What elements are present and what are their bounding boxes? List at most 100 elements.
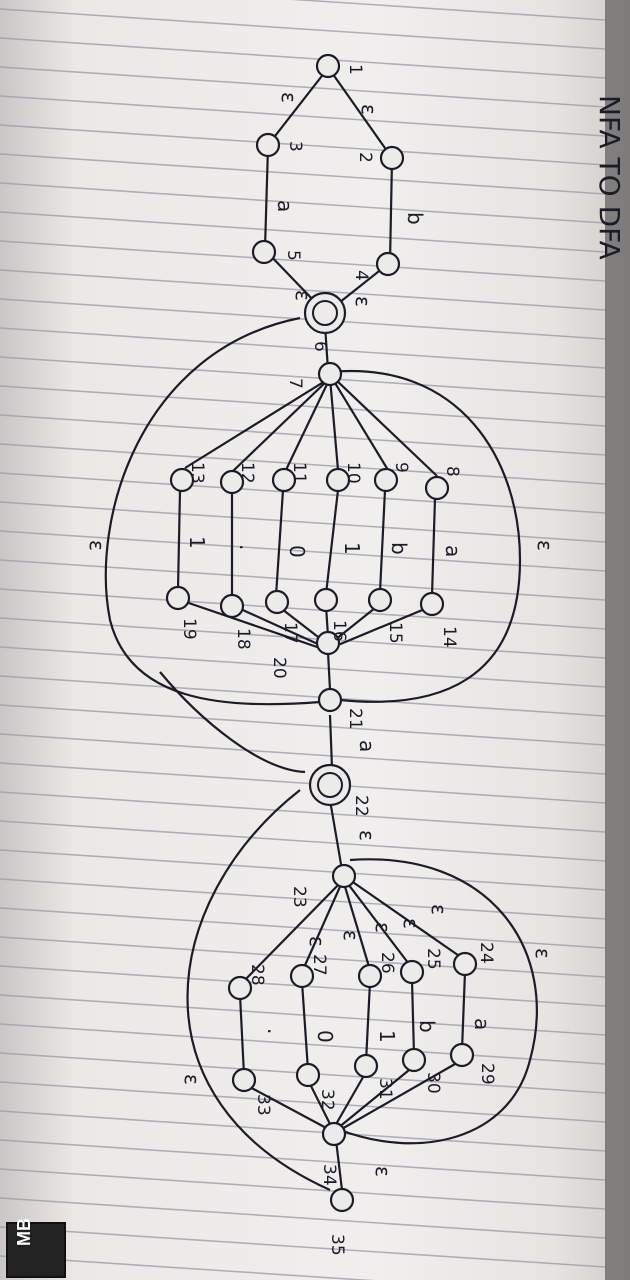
state-8 xyxy=(424,475,450,501)
state-label-29: 29 xyxy=(477,1063,497,1085)
symbol-b-25-30: b xyxy=(415,1020,439,1033)
ruled-line xyxy=(0,66,606,108)
state-33 xyxy=(231,1067,257,1093)
brand-logo: MB xyxy=(6,1218,66,1278)
state-label-19: 19 xyxy=(179,618,199,640)
epsilon-22-23: ε xyxy=(355,830,379,841)
ruled-line xyxy=(0,182,606,224)
state-label-17: 17 xyxy=(280,622,300,644)
symbol-a-3-5: a xyxy=(273,200,297,212)
epsilon-34-35: ε xyxy=(371,1166,395,1177)
edge-23-24 xyxy=(346,877,466,961)
symbol-a-8-14: a xyxy=(441,545,465,557)
state-13 xyxy=(169,467,195,493)
ruled-line xyxy=(0,820,606,862)
edge-7-11 xyxy=(284,377,331,473)
epsilon-23-24: ε xyxy=(427,904,451,915)
symbol-b-9-15: b xyxy=(387,542,411,555)
edge-2-4 xyxy=(388,159,394,263)
edge-7-8 xyxy=(333,377,438,477)
state-19 xyxy=(165,585,191,611)
ruled-line xyxy=(290,0,606,21)
edge-23-26 xyxy=(341,879,372,971)
state-label-23: 23 xyxy=(289,886,309,908)
ruled-line xyxy=(0,240,606,282)
edge-1-3 xyxy=(267,71,326,146)
brand-label: MB xyxy=(14,1218,34,1246)
state-18 xyxy=(219,593,245,619)
edge-33-34 xyxy=(245,1084,331,1131)
state-label-28: 28 xyxy=(247,964,267,986)
epsilon-loop-bottom-right: ε xyxy=(531,948,555,959)
ruled-line xyxy=(0,704,606,746)
state-3 xyxy=(255,132,281,158)
state-6 xyxy=(303,291,347,335)
edge-17-20 xyxy=(277,605,323,641)
ruled-line xyxy=(0,791,606,833)
state-20 xyxy=(315,630,341,656)
edge-loop-bottom-right xyxy=(339,858,538,1145)
state-label-24: 24 xyxy=(476,942,496,964)
ruled-line xyxy=(0,675,606,717)
transition-edges xyxy=(104,69,538,1192)
state-22-inner xyxy=(317,772,343,798)
state-label-8: 8 xyxy=(442,466,462,477)
symbol-b-2-4: b xyxy=(403,212,427,225)
state-34 xyxy=(321,1121,347,1147)
edge-11-17 xyxy=(274,489,285,597)
edge-8-14 xyxy=(430,497,437,597)
state-16 xyxy=(313,587,339,613)
ruled-line xyxy=(0,327,606,369)
edge-7-10 xyxy=(328,377,340,471)
state-4 xyxy=(375,251,401,277)
edge-10-16 xyxy=(324,489,340,595)
epsilon-1-2: ε xyxy=(357,104,381,115)
symbol-0-11-17: 0 xyxy=(285,545,309,558)
ruled-line xyxy=(0,1226,606,1268)
state-17 xyxy=(264,589,290,615)
symbol-a-24-29: a xyxy=(470,1018,494,1030)
state-label-21: 21 xyxy=(345,708,365,730)
symbol-dot-12-18: . xyxy=(235,544,259,550)
state-label-25: 25 xyxy=(423,948,443,970)
ruled-line xyxy=(0,936,606,978)
epsilon-4-6: ε xyxy=(351,296,375,307)
state-28 xyxy=(227,975,253,1001)
state-label-26: 26 xyxy=(377,952,397,974)
state-label-32: 32 xyxy=(317,1089,337,1111)
state-2 xyxy=(379,145,405,171)
state-label-27: 27 xyxy=(309,954,329,976)
ruled-line xyxy=(0,1081,606,1123)
state-5 xyxy=(251,239,277,265)
edge-loop-left xyxy=(104,316,321,706)
state-label-33: 33 xyxy=(253,1094,273,1116)
edge-back-22 xyxy=(159,671,306,774)
edge-23-27 xyxy=(300,879,345,973)
ruled-line xyxy=(0,994,606,1036)
edge-1-2 xyxy=(329,69,393,159)
state-10 xyxy=(325,467,351,493)
ruled-line xyxy=(0,588,606,630)
state-12 xyxy=(219,469,245,495)
ruled-line xyxy=(0,1023,606,1065)
edge-20-21 xyxy=(326,651,332,691)
ruled-line xyxy=(0,762,606,804)
state-label-4: 4 xyxy=(351,270,371,281)
state-25 xyxy=(399,959,425,985)
edge-28-33 xyxy=(238,994,246,1076)
state-label-5: 5 xyxy=(283,250,303,261)
ruled-line xyxy=(0,849,606,891)
edge-34-35 xyxy=(334,1139,344,1191)
ruled-line xyxy=(0,472,606,514)
page-title: NFA TO DFA xyxy=(593,95,626,260)
ruled-line xyxy=(0,1168,606,1210)
epsilon-23-25: ε xyxy=(399,918,423,929)
edge-25-30 xyxy=(410,979,416,1056)
edge-18-20 xyxy=(233,604,321,647)
state-21 xyxy=(317,687,343,713)
edge-21-22 xyxy=(328,714,334,769)
ruled-line xyxy=(0,298,606,340)
epsilon-loop-left: ε xyxy=(85,540,109,551)
state-24 xyxy=(452,951,478,977)
